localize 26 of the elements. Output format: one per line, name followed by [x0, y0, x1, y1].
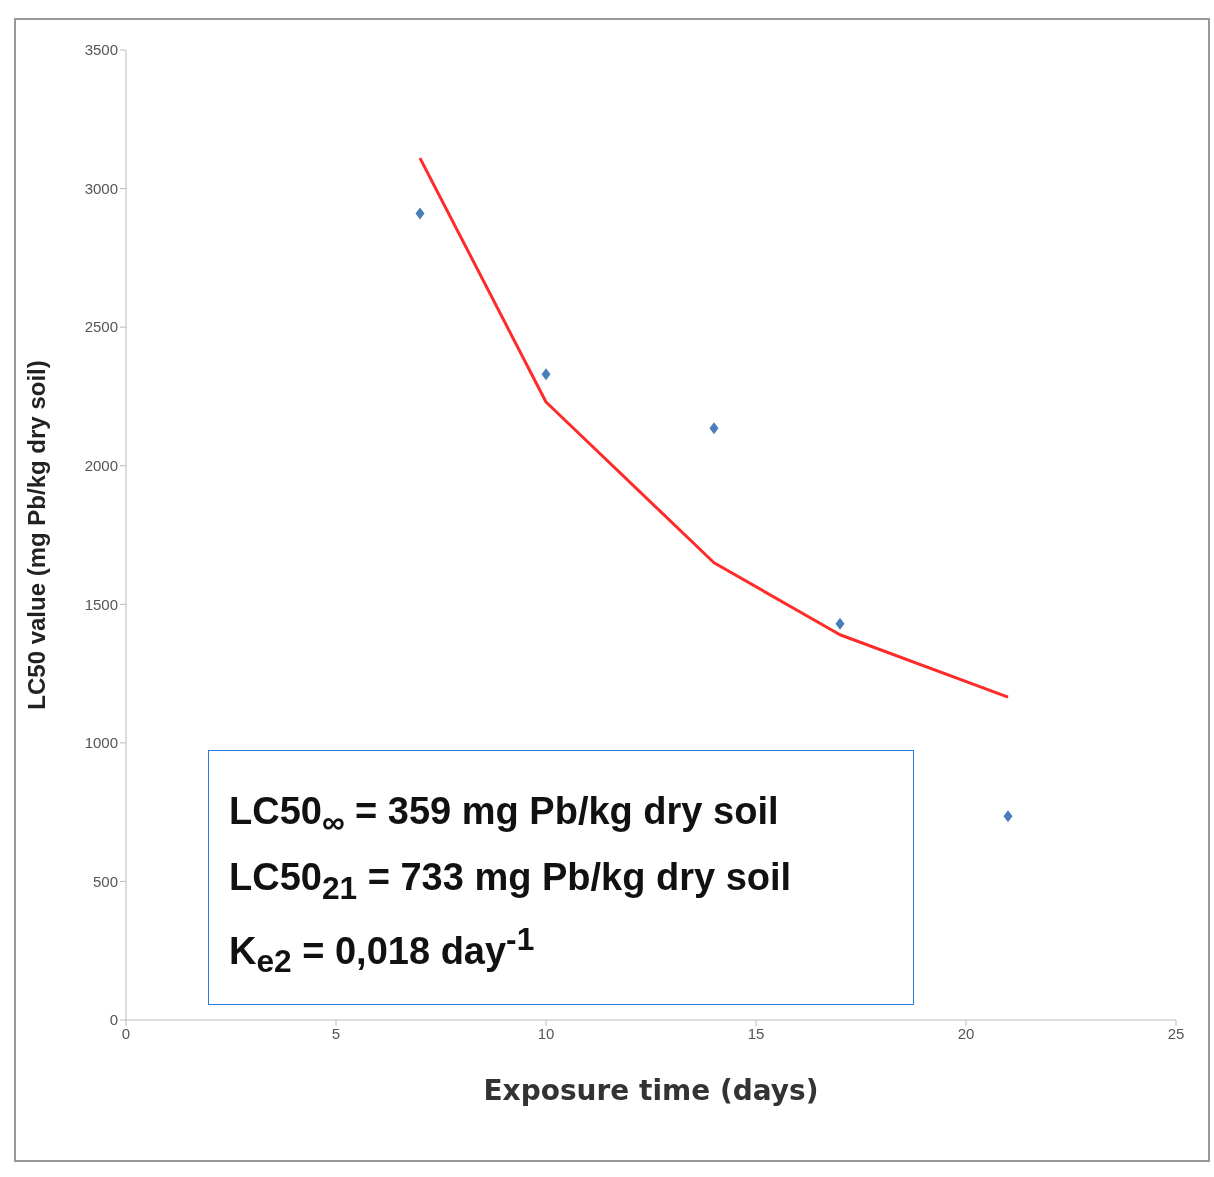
point [709, 422, 719, 435]
y-tick-label: 0 [109, 1011, 118, 1029]
y-tick-label: 3000 [84, 179, 118, 197]
annotation: LC50$_{21}$ = 733 mg Pb/kg dry soil [229, 855, 793, 908]
y-tick-label: 2500 [84, 318, 118, 336]
x-tick-label: 10 [537, 1024, 555, 1042]
x-tick-label: 5 [331, 1024, 341, 1042]
text-box: LC50$_{∞}$ = 359 mg Pb/kg dry soil LC50$_{21}$ = 733 mg Pb/kg dry soil K$_{e2}$ = 0,018 day$^{-1}$ [208, 750, 914, 1006]
point [1003, 810, 1013, 823]
y-tick-label: 1500 [84, 595, 118, 613]
x-tick-label: 0 [121, 1024, 131, 1042]
point [541, 368, 551, 381]
y-tick-label: 2000 [84, 457, 118, 475]
line-series [418, 156, 1010, 699]
y-tick-label: 3500 [84, 41, 118, 59]
x-axis-title: Exposure time (days) [483, 1074, 819, 1107]
y-tick-label: 500 [92, 872, 118, 890]
x-tick-label: 25 [1167, 1024, 1185, 1042]
y-axis-title: LC50 value (mg Pb/kg dry soil) [22, 360, 50, 710]
annotation: K$_{e2}$ = 0,018 day$^{-1}$ [229, 919, 536, 981]
annotation: LC50$_{∞}$ = 359 mg Pb/kg dry soil [229, 789, 780, 842]
point [835, 617, 845, 630]
y-tick-label: 1000 [84, 734, 118, 752]
x-tick-label: 15 [747, 1024, 765, 1042]
x-tick-label: 20 [957, 1024, 975, 1042]
point [415, 207, 425, 220]
